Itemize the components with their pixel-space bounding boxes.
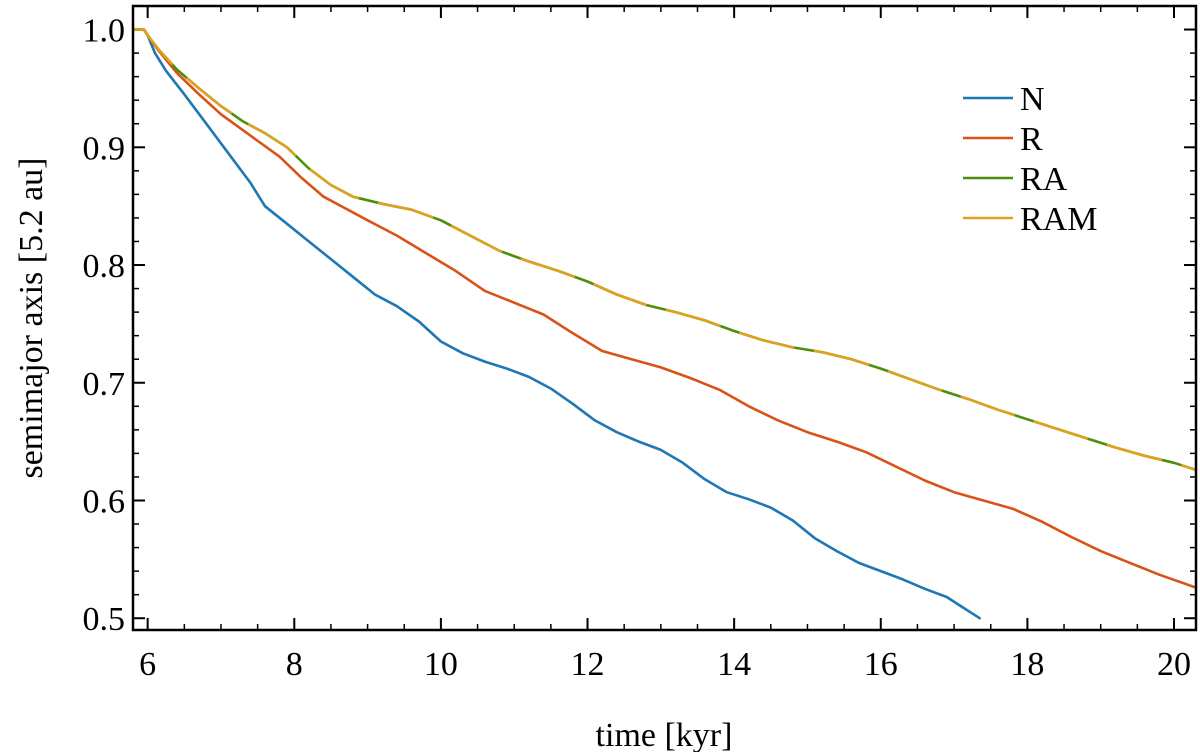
- series-layer: [133, 28, 1196, 620]
- plot-frame: [131, 4, 1198, 632]
- y-tick-label: 0.6: [83, 483, 126, 520]
- y-axis-label: semimajor axis [5.2 au]: [13, 157, 50, 478]
- x-tick-label: 18: [1010, 646, 1044, 683]
- legend-label-ram: RAM: [1020, 201, 1097, 238]
- x-tick-label: 16: [864, 646, 898, 683]
- y-tick-label: 0.9: [83, 130, 126, 167]
- x-tick-label: 20: [1157, 646, 1191, 683]
- y-tick-label: 0.7: [83, 366, 126, 403]
- legend-label-n: N: [1020, 81, 1045, 118]
- x-axis-label: time [kyr]: [596, 717, 733, 752]
- series-line-r: [133, 28, 1196, 589]
- series-line-n: [133, 28, 981, 620]
- y-tick-label: 0.8: [83, 248, 126, 285]
- x-tick-label: 12: [571, 646, 605, 683]
- x-tick-label: 8: [286, 646, 303, 683]
- x-tick-label: 14: [717, 646, 751, 683]
- legend-label-ra: RA: [1020, 161, 1068, 198]
- series-line-ram: [133, 28, 1196, 472]
- x-tick-labels: 6 8 10 12 14 16 18 20: [139, 646, 1191, 683]
- y-tick-label: 0.5: [83, 601, 126, 638]
- y-tick-labels: 0.5 0.6 0.7 0.8 0.9 1.0: [83, 13, 126, 639]
- x-tick-label: 6: [139, 646, 156, 683]
- x-tick-label: 10: [424, 646, 458, 683]
- y-tick-label: 1.0: [83, 13, 126, 50]
- legend-label-r: R: [1020, 121, 1043, 158]
